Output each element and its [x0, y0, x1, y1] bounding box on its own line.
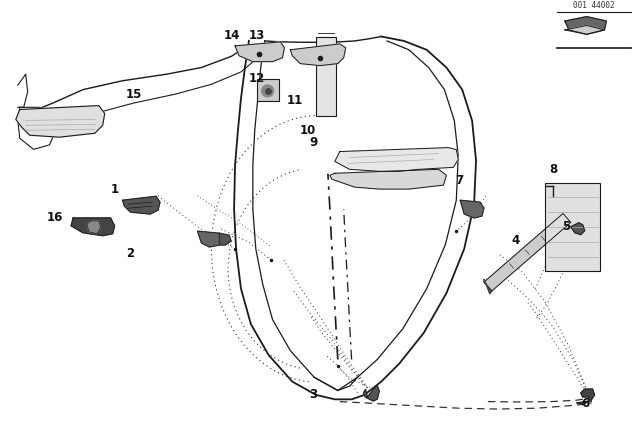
Text: 6: 6 — [581, 397, 589, 410]
Polygon shape — [565, 26, 604, 34]
Text: 8: 8 — [550, 163, 558, 176]
Text: 11: 11 — [287, 94, 303, 107]
Text: 15: 15 — [125, 87, 141, 100]
Polygon shape — [220, 233, 231, 245]
Polygon shape — [460, 200, 484, 218]
Text: 13: 13 — [249, 29, 265, 42]
Text: 5: 5 — [563, 220, 571, 233]
Circle shape — [262, 85, 273, 97]
Polygon shape — [484, 213, 571, 291]
Text: 3: 3 — [310, 388, 317, 401]
Polygon shape — [577, 389, 595, 405]
Polygon shape — [330, 169, 447, 189]
Polygon shape — [291, 44, 346, 65]
Polygon shape — [565, 17, 607, 34]
Polygon shape — [122, 196, 160, 214]
Text: 10: 10 — [300, 124, 316, 137]
Text: 7: 7 — [455, 174, 463, 187]
Polygon shape — [364, 385, 380, 401]
Text: 14: 14 — [223, 29, 240, 42]
Polygon shape — [198, 231, 223, 247]
Polygon shape — [484, 279, 492, 294]
Text: 2: 2 — [126, 247, 134, 260]
Text: 9: 9 — [310, 136, 318, 149]
Polygon shape — [87, 221, 100, 234]
Text: 4: 4 — [512, 233, 520, 246]
Polygon shape — [571, 223, 585, 235]
Bar — [545, 182, 600, 271]
Text: 16: 16 — [46, 211, 63, 224]
Polygon shape — [71, 218, 115, 236]
Text: 001 44002: 001 44002 — [573, 1, 614, 10]
Text: 1: 1 — [111, 183, 118, 196]
Bar — [257, 79, 278, 101]
Bar — [316, 37, 336, 116]
Text: 12: 12 — [249, 72, 265, 85]
Polygon shape — [235, 42, 284, 62]
Polygon shape — [16, 106, 105, 137]
Polygon shape — [335, 147, 458, 171]
